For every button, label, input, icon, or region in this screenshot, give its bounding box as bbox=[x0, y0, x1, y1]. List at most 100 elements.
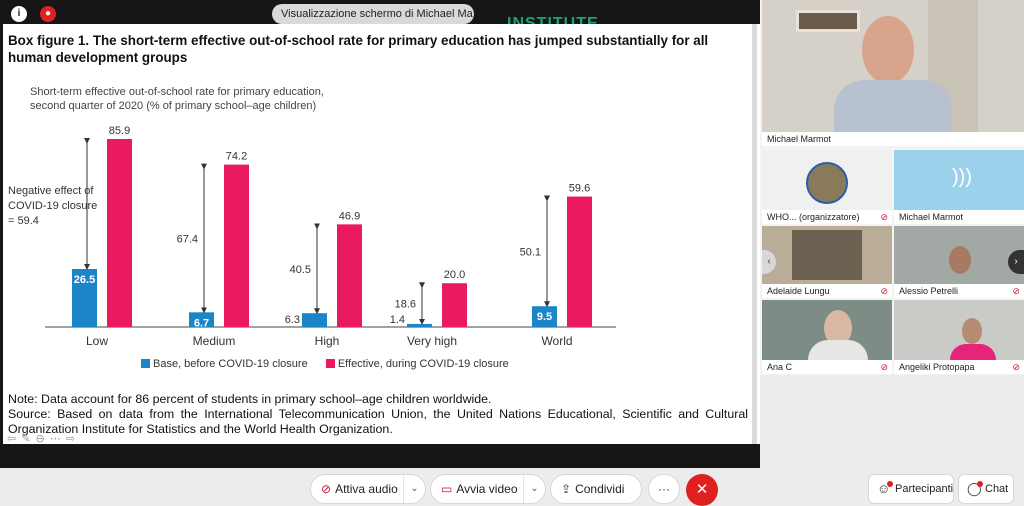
audio-wave-icon: ))) bbox=[952, 166, 972, 188]
bar-base-1 bbox=[189, 312, 214, 327]
speaker-head bbox=[862, 16, 914, 84]
slide-bottom-bar bbox=[0, 444, 760, 468]
chevron-down-icon[interactable]: ⌄ bbox=[403, 475, 425, 503]
speaker-shirt bbox=[834, 80, 952, 140]
bar-base-4 bbox=[532, 306, 557, 327]
category-label-2: High bbox=[315, 334, 340, 348]
protopapa-shirt bbox=[950, 344, 996, 362]
bar-base-2 bbox=[302, 313, 327, 327]
chevron-down-icon[interactable]: ⌄ bbox=[523, 475, 545, 503]
chat-button[interactable]: ◯ Chat bbox=[958, 474, 1014, 504]
label-difference-4: 50.1 bbox=[520, 246, 541, 258]
share-icon: ⇪ bbox=[561, 482, 572, 496]
video-label: Avvia video bbox=[456, 482, 518, 496]
video-tile-audio[interactable]: ))) Michael Marmot bbox=[894, 150, 1024, 224]
tile-name-label: Adelaide Lungu bbox=[762, 284, 892, 298]
chat-icon: ◯ bbox=[967, 481, 982, 496]
bar-chart: 85.9 26.5 Low 74.2 6.7 67.4 Medium 46.9 6.3 40.5 H… bbox=[45, 125, 616, 348]
slide-note: Note: Data account for 86 percent of stu… bbox=[8, 392, 492, 406]
label-base-0: 26.5 bbox=[74, 274, 95, 286]
label-effective-1: 74.2 bbox=[226, 151, 247, 163]
unmute-audio-button[interactable]: ⊘ Attiva audio ⌄ bbox=[310, 474, 426, 504]
label-difference-1: 67.4 bbox=[177, 233, 198, 245]
mic-muted-icon: ⊘ bbox=[880, 212, 888, 222]
mic-muted-icon: ⊘ bbox=[1012, 286, 1020, 296]
petrelli-head bbox=[949, 246, 971, 274]
record-icon[interactable]: ● bbox=[40, 6, 56, 22]
participants-button[interactable]: ☺ Partecipanti bbox=[868, 474, 954, 504]
video-tile-petrelli[interactable]: Alessio Petrelli ⊘ bbox=[894, 226, 1024, 298]
tile-name-label: Angeliki Protopapa bbox=[894, 360, 1024, 374]
bar-effective-2 bbox=[337, 224, 362, 327]
label-base-1: 6.7 bbox=[194, 317, 209, 329]
screen-share-indicator[interactable]: Visualizzazione schermo di Michael Ma... bbox=[272, 4, 474, 24]
meeting-top-bar: i ● Visualizzazione schermo di Michael M… bbox=[0, 0, 760, 24]
label-difference-3: 18.6 bbox=[395, 299, 416, 311]
mic-muted-icon: ⊘ bbox=[880, 286, 888, 296]
label-base-4: 9.5 bbox=[537, 311, 552, 323]
mic-muted-icon: ⊘ bbox=[1012, 362, 1020, 372]
label-effective-3: 20.0 bbox=[444, 269, 465, 281]
notification-dot bbox=[977, 481, 983, 487]
bar-effective-1 bbox=[224, 164, 249, 327]
start-video-button[interactable]: ▭ Avvia video ⌄ bbox=[430, 474, 546, 504]
legend-label-effective: Effective, during COVID-19 closure bbox=[337, 358, 509, 370]
video-tile-speaker[interactable]: Michael Marmot bbox=[762, 0, 1024, 146]
negative-effect-note: Negative effect of COVID-19 closure = 59… bbox=[8, 185, 98, 227]
label-effective-0: 85.9 bbox=[109, 125, 130, 137]
chart-subtitle-line1: Short-term effective out-of-school rate … bbox=[30, 86, 324, 98]
audio-label: Attiva audio bbox=[335, 482, 398, 496]
mic-muted-icon: ⊘ bbox=[321, 482, 332, 496]
organizer-avatar bbox=[806, 162, 848, 204]
legend-swatch-effective bbox=[325, 359, 335, 368]
ana-shirt bbox=[808, 340, 868, 362]
more-options-button[interactable]: ··· bbox=[648, 474, 680, 504]
bar-effective-3 bbox=[442, 283, 467, 327]
legend-swatch-base bbox=[141, 359, 150, 368]
meeting-controls: ⊘ Attiva audio ⌄ ▭ Avvia video ⌄ ⇪ Condivid… bbox=[0, 468, 1024, 506]
participant-panel: Michael Marmot WHO... (organizzatore) ⊘ … bbox=[760, 0, 1024, 375]
shelf-painting bbox=[796, 10, 860, 32]
participants-icon: ☺ bbox=[877, 481, 891, 496]
slide-scrollbar[interactable] bbox=[752, 24, 757, 444]
share-button[interactable]: ⇪ Condividi bbox=[550, 474, 642, 504]
chat-label: Chat bbox=[985, 483, 1009, 495]
chart-legend: Base, before COVID-19 closure Effective,… bbox=[141, 358, 509, 370]
participants-label: Partecipanti bbox=[895, 483, 954, 495]
slide-source: Source: Based on data from the Internati… bbox=[8, 407, 748, 436]
bar-base-3 bbox=[407, 323, 432, 327]
bar-effective-0 bbox=[107, 139, 132, 327]
video-off-icon: ▭ bbox=[441, 482, 453, 496]
tile-name-label: Ana C bbox=[762, 360, 892, 374]
label-difference-2: 40.5 bbox=[290, 264, 311, 276]
slide-nav-controls[interactable]: ⇦ ✎ ⊖ ⋯ ⇨ bbox=[7, 433, 77, 445]
legend-label-base: Base, before COVID-19 closure bbox=[153, 358, 308, 370]
video-tile-protopapa[interactable]: Angeliki Protopapa ⊘ bbox=[894, 300, 1024, 374]
label-effective-4: 59.6 bbox=[569, 183, 590, 195]
bar-base-0 bbox=[72, 269, 97, 327]
category-label-0: Low bbox=[86, 334, 108, 348]
video-tile-lungu[interactable]: Adelaide Lungu ⊘ bbox=[762, 226, 892, 298]
share-label: Condividi bbox=[575, 482, 625, 496]
category-label-3: Very high bbox=[407, 334, 457, 348]
notification-dot bbox=[887, 481, 893, 487]
video-tile-organizer[interactable]: WHO... (organizzatore) ⊘ bbox=[762, 150, 892, 224]
video-tile-ana[interactable]: Ana C ⊘ bbox=[762, 300, 892, 374]
slide-title: Box figure 1. The short-term effective o… bbox=[8, 33, 709, 65]
label-effective-2: 46.9 bbox=[339, 210, 360, 222]
category-label-4: World bbox=[541, 334, 572, 348]
category-label-1: Medium bbox=[193, 334, 236, 348]
shared-slide: Box figure 1. The short-term effective o… bbox=[0, 24, 760, 445]
label-base-3: 1.4 bbox=[390, 314, 405, 326]
next-page-button[interactable]: › bbox=[1008, 250, 1024, 274]
chart-subtitle-line2: second quarter of 2020 (% of primary sch… bbox=[30, 100, 317, 112]
tile-name-label: WHO... (organizzatore) bbox=[762, 210, 892, 224]
tile-name-label: Alessio Petrelli bbox=[894, 284, 1024, 298]
prev-page-button[interactable]: ‹ bbox=[762, 250, 776, 274]
info-icon[interactable]: i bbox=[11, 6, 27, 22]
bg-room bbox=[792, 230, 862, 280]
bar-effective-4 bbox=[567, 196, 592, 327]
mic-muted-icon: ⊘ bbox=[880, 362, 888, 372]
end-call-button[interactable]: ✕ bbox=[686, 474, 718, 506]
label-base-2: 6.3 bbox=[285, 314, 300, 326]
